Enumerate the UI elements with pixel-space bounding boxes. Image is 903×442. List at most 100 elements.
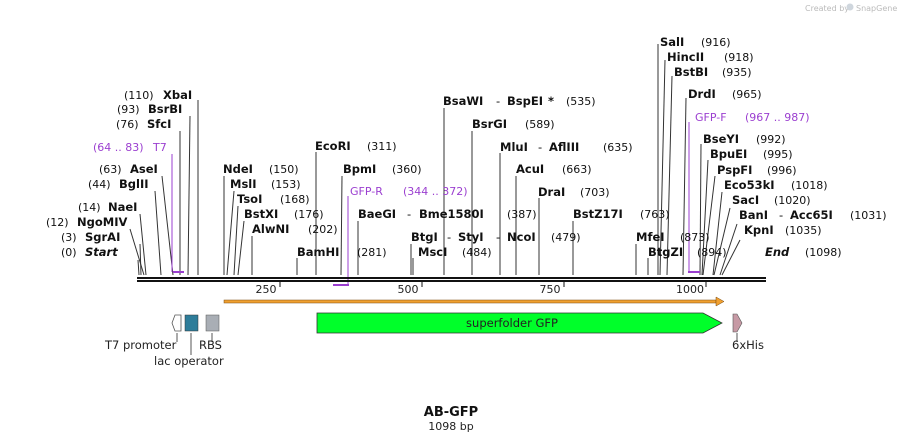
his-tag-feature [732,313,743,333]
site-bpmi: BpmI [343,162,376,176]
tick-label-750: 750 [540,283,561,296]
site-mfei-pos: (873) [680,231,710,244]
site-bsrbi: BsrBI [148,102,182,116]
site-bstxi: BstXI [244,207,278,221]
site-sgrai: SgrAI [85,230,120,244]
plasmid-length: 1098 bp [428,420,473,433]
site-ngomiv-pos: (12) [46,216,69,229]
site-asei: AseI [130,162,158,176]
primer-gfp-r: GFP-R [350,185,383,198]
site-msci-pos: (484) [462,246,492,259]
site-saci-pos: (1020) [774,194,811,207]
tick-label-250: 250 [256,283,277,296]
site-bpmi-pos: (360) [392,163,422,176]
site-sali: SalI [660,35,684,49]
his-label: 6xHis [732,338,764,352]
credit-brand: SnapGene [856,4,897,13]
site-sfci: SfcI [147,117,171,131]
site-bsrbi-pos: (93) [117,103,140,116]
site-acui-pos: (663) [562,163,592,176]
site-btgi: BtgI [411,230,438,244]
site-bsrgi: BsrGI [472,117,507,131]
site-ndei: NdeI [223,162,253,176]
site-kpni: KpnI [744,223,774,237]
site-sgrai-pos: (3) [61,231,77,244]
site-bstz17i: BstZ17I [573,207,623,221]
site-msli-pos: (153) [271,178,301,191]
site-bsawi-pos: (535) [566,95,596,108]
site-bsrgi-pos: (589) [525,118,555,131]
site-tsoi: TsoI [237,192,262,206]
site-bseyi: BseYI [703,132,739,146]
site-bglii: BglII [119,177,149,191]
site-eco53ki: Eco53kI [724,178,775,192]
site-end-pos: (1098) [805,246,842,259]
site-bpuei-pos: (995) [763,148,793,161]
site-bsawi: BsaWI [443,94,483,108]
site-pspfi-pos: (996) [767,164,797,177]
site-end: End [765,245,790,259]
site-drdi-pos: (965) [732,88,762,101]
primer-t7: T7 [152,141,167,154]
site-btgzi-pos: (894) [697,246,727,259]
lac-operator-label: lac operator [154,354,224,368]
primer-gfp-f: GFP-F [695,111,727,124]
site-baegi-dash: - [407,207,411,221]
tick-label-1000: 1000 [676,283,704,296]
site-styi-dash: - [496,230,500,244]
site-saci: SacI [732,193,759,207]
plasmid-title: AB-GFP [424,405,478,420]
rbs-feature [205,314,220,332]
site-leader-lines [129,44,741,276]
site-bspei-star: * [548,94,554,108]
primer-gfp-f-range: (967 .. 987) [745,111,810,124]
site-bspei: BspEI [507,94,543,108]
site-pspfi: PspFI [717,163,752,177]
site-acui: AcuI [516,162,544,176]
site-ngomiv: NgoMIV [77,215,127,229]
site-kpni-pos: (1035) [785,224,822,237]
primer-markers [171,122,700,286]
ruler-ticks [279,282,707,287]
site-hincii: HincII [667,50,704,64]
site-bani-dash: - [779,208,783,222]
site-mlui-dash: - [538,140,542,154]
primer-gfp-r-range: (344 .. 372) [403,185,468,198]
site-sali-pos: (916) [701,36,731,49]
site-msci: MscI [418,245,447,259]
site-bamhi: BamHI [297,245,339,259]
site-tsoi-pos: (168) [280,193,310,206]
site-styi: StyI [458,230,484,244]
site-ecori-pos: (311) [367,140,397,153]
site-eco53ki-pos: (1018) [791,179,828,192]
site-sfci-pos: (76) [116,118,139,131]
site-afliii: AflIII [549,140,579,154]
primer-t7-range: (64 .. 83) [93,141,144,154]
site-asei-pos: (63) [99,163,122,176]
site-bstxi-pos: (176) [294,208,324,221]
site-bsawi-dash: - [496,94,500,108]
site-bglii-pos: (44) [88,178,111,191]
site-naei-pos: (14) [78,201,101,214]
site-mlui-pos: (635) [603,141,633,154]
site-acc65i: Acc65I [790,208,833,222]
t7-promoter-label: T7 promoter [104,338,177,352]
site-bani: BanI [739,208,768,222]
site-bani-pos: (1031) [850,209,887,222]
superfolder-gfp-label: superfolder GFP [466,316,558,330]
site-ecori: EcoRI [315,139,351,153]
site-bamhi-pos: (281) [357,246,387,259]
site-btgzi: BtgZI [648,245,683,259]
site-btgi-pos: (479) [551,231,581,244]
site-bseyi-pos: (992) [756,133,786,146]
site-start-pos: (0) [61,246,77,259]
snapgene-logo-icon [846,3,854,11]
superfolder-gfp-feature [316,312,723,334]
site-baegi: BaeGI [358,207,396,221]
rbs-label: RBS [199,338,222,352]
site-msli: MslI [230,177,257,191]
site-mlui: MluI [500,140,528,154]
site-bstz17i-pos: (763) [640,208,670,221]
site-hincii-pos: (918) [724,51,754,64]
site-bstbi-pos: (935) [722,66,752,79]
